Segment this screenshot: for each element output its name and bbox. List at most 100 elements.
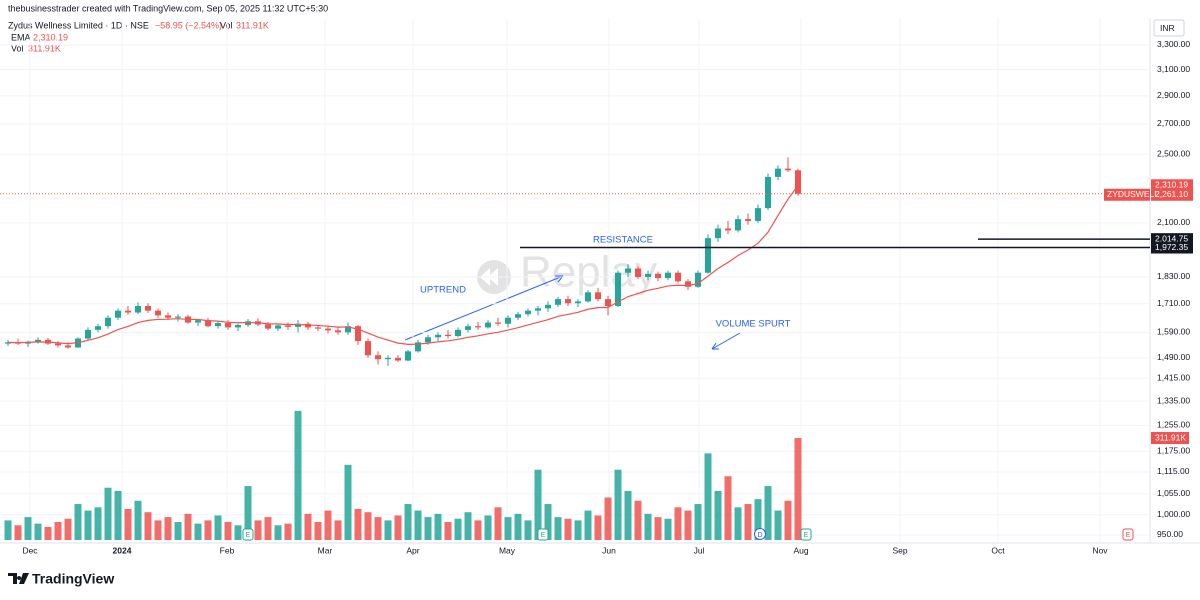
spurt-arrow <box>711 332 741 350</box>
candle-body <box>605 299 611 306</box>
candle-body <box>725 228 731 231</box>
candle-body <box>505 317 511 324</box>
y-tick-label: 3,300.00 <box>1157 39 1190 49</box>
volume-bar <box>154 520 162 540</box>
volume-bar <box>314 522 322 540</box>
volume-bar <box>494 507 502 540</box>
candle-body <box>335 330 341 333</box>
y-tick-label: 1,055.00 <box>1157 488 1190 498</box>
candle-body <box>65 345 71 348</box>
candle-body <box>435 334 441 338</box>
candle-body <box>345 326 351 333</box>
candle-body <box>5 342 11 344</box>
volume-bar <box>584 510 592 540</box>
event-label: E <box>541 532 546 539</box>
x-tick-label: Feb <box>220 545 235 555</box>
volume-bar <box>774 510 782 540</box>
candle-body <box>235 324 241 328</box>
x-tick-label: 2024 <box>113 545 132 555</box>
candle-body <box>595 292 601 300</box>
y-tick-label: 2,700.00 <box>1157 118 1190 128</box>
trend-arrow <box>404 275 564 341</box>
volume-bar <box>244 486 252 540</box>
vol-value: 311.91K <box>28 43 61 53</box>
candle-body <box>205 320 211 327</box>
annotation: UPTREND <box>420 285 466 296</box>
volume-bar <box>684 510 692 540</box>
volume-bar <box>144 512 152 540</box>
volume-bar <box>784 500 792 540</box>
candle-body <box>145 305 151 311</box>
ema-value: 2,310.19 <box>33 32 68 42</box>
candle-body <box>645 273 651 277</box>
x-tick-label: Oct <box>991 545 1005 555</box>
volume-bar <box>734 507 742 540</box>
y-tick-label: 2,500.00 <box>1157 148 1190 158</box>
volume-bar <box>234 525 242 540</box>
candle-body <box>35 339 41 342</box>
change: −58.95 (−2.54%) <box>155 20 222 30</box>
x-tick-label: Dec <box>22 545 38 555</box>
candle-body <box>715 228 721 239</box>
volume-bar <box>354 508 362 540</box>
candle-body <box>565 299 571 304</box>
event-label: E <box>246 532 251 539</box>
event-marker <box>800 528 812 541</box>
candle-body <box>275 325 281 329</box>
x-tick-label: Mar <box>318 545 333 555</box>
volume-bar <box>764 486 772 540</box>
brand: TradingView <box>32 571 114 587</box>
candle-body <box>395 357 401 361</box>
volume-bar <box>594 515 602 540</box>
volume-bar <box>24 517 32 540</box>
candle-body <box>485 322 491 328</box>
volume-bar <box>724 476 732 540</box>
candle-body <box>225 323 231 328</box>
volume-bar <box>544 504 552 540</box>
candle-body <box>495 322 501 324</box>
volume-bar <box>634 500 642 540</box>
volume-bar <box>694 504 702 540</box>
volume-bar <box>614 469 622 540</box>
volume-bar <box>434 513 442 540</box>
volume-bar <box>94 507 102 540</box>
symbol: Zydus Wellness Limited · 1D · NSE <box>8 20 149 30</box>
volume-bar <box>34 523 42 540</box>
volume-label-box <box>1151 432 1189 445</box>
candle-body <box>405 351 411 361</box>
x-tick-label: May <box>499 545 516 555</box>
price-label: 1,972.35 <box>1155 242 1188 252</box>
candle-body <box>535 308 541 311</box>
candle-body <box>615 272 621 306</box>
candle-body <box>585 292 591 302</box>
currency[interactable]: INR <box>1160 23 1175 33</box>
event-marker <box>754 528 766 540</box>
candle-body <box>575 301 581 304</box>
volume-bar <box>184 513 192 540</box>
volume-bar <box>324 510 332 540</box>
candle-body <box>215 323 221 327</box>
last-price-label: 2,261.10 <box>1155 189 1188 199</box>
volume-bar <box>134 500 142 540</box>
candle-body <box>775 168 781 177</box>
candle-body <box>745 219 751 221</box>
volume-bar <box>474 520 482 540</box>
candle-body <box>455 329 461 337</box>
candle-body <box>125 310 131 313</box>
brand-logo <box>8 573 29 584</box>
candle-body <box>785 168 791 171</box>
candle-body <box>295 323 301 327</box>
candle-body <box>765 176 771 209</box>
y-tick-label: 950.00 <box>1157 529 1183 539</box>
annotation: VOLUME SPURT <box>716 318 791 329</box>
currency-box[interactable] <box>1153 19 1185 37</box>
ema-price-label: 2,310.19 <box>1155 180 1188 190</box>
x-tick-label: Apr <box>406 545 419 555</box>
candle-body <box>735 219 741 231</box>
volume-label: 311.91K <box>1155 432 1186 442</box>
ticker-box <box>1104 188 1150 201</box>
candle-body <box>385 357 391 360</box>
x-tick-label: Jul <box>694 545 705 555</box>
volume-bar <box>674 507 682 540</box>
candle-body <box>675 272 681 282</box>
